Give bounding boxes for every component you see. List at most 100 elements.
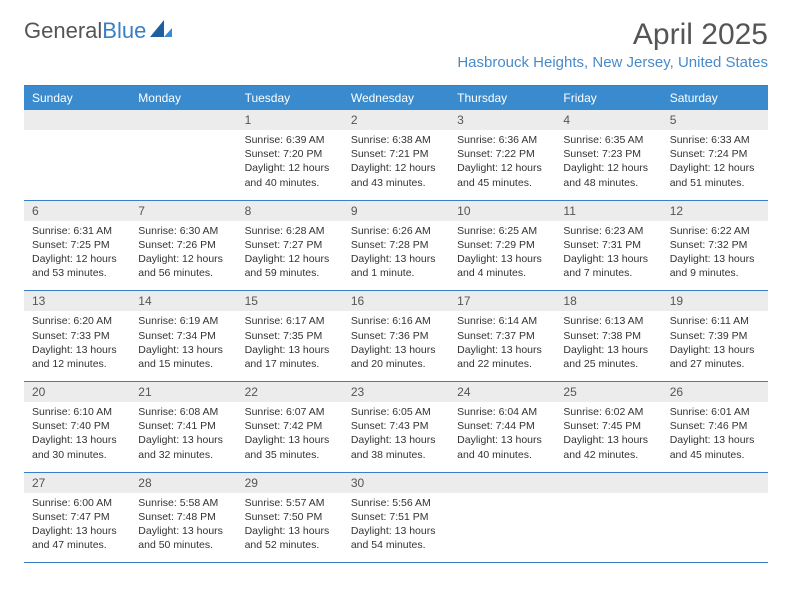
detail-line: Sunset: 7:39 PM: [670, 329, 760, 343]
detail-line: Sunset: 7:23 PM: [563, 147, 653, 161]
detail-line: Daylight: 13 hours: [457, 433, 547, 447]
details-row: Sunrise: 6:20 AMSunset: 7:33 PMDaylight:…: [24, 311, 768, 381]
detail-line: and 42 minutes.: [563, 448, 653, 462]
detail-line: Daylight: 12 hours: [245, 252, 335, 266]
detail-line: Sunset: 7:36 PM: [351, 329, 441, 343]
calendar-body: 12345Sunrise: 6:39 AMSunset: 7:20 PMDayl…: [24, 110, 768, 563]
detail-line: Daylight: 13 hours: [32, 524, 122, 538]
detail-line: Sunrise: 6:30 AM: [138, 224, 228, 238]
weekday-tuesday: Tuesday: [237, 86, 343, 110]
day-details: Sunrise: 6:04 AMSunset: 7:44 PMDaylight:…: [449, 402, 555, 472]
day-details: Sunrise: 6:25 AMSunset: 7:29 PMDaylight:…: [449, 221, 555, 291]
detail-line: Sunset: 7:41 PM: [138, 419, 228, 433]
detail-line: Sunset: 7:51 PM: [351, 510, 441, 524]
day-number: 15: [237, 291, 343, 311]
day-details: Sunrise: 6:30 AMSunset: 7:26 PMDaylight:…: [130, 221, 236, 291]
detail-line: and 40 minutes.: [245, 176, 335, 190]
day-number: 26: [662, 382, 768, 402]
detail-line: and 48 minutes.: [563, 176, 653, 190]
detail-line: and 12 minutes.: [32, 357, 122, 371]
detail-line: Sunrise: 6:19 AM: [138, 314, 228, 328]
detail-line: Sunrise: 6:35 AM: [563, 133, 653, 147]
detail-line: Daylight: 13 hours: [457, 252, 547, 266]
weekday-sunday: Sunday: [24, 86, 130, 110]
detail-line: Daylight: 13 hours: [351, 343, 441, 357]
detail-line: Daylight: 13 hours: [670, 252, 760, 266]
detail-line: Sunrise: 6:14 AM: [457, 314, 547, 328]
detail-line: Sunset: 7:31 PM: [563, 238, 653, 252]
week-row: 13141516171819Sunrise: 6:20 AMSunset: 7:…: [24, 291, 768, 382]
detail-line: Daylight: 13 hours: [245, 524, 335, 538]
detail-line: and 43 minutes.: [351, 176, 441, 190]
detail-line: Daylight: 12 hours: [245, 161, 335, 175]
detail-line: Sunrise: 6:01 AM: [670, 405, 760, 419]
detail-line: and 17 minutes.: [245, 357, 335, 371]
detail-line: and 32 minutes.: [138, 448, 228, 462]
detail-line: Sunrise: 6:36 AM: [457, 133, 547, 147]
day-details: Sunrise: 6:19 AMSunset: 7:34 PMDaylight:…: [130, 311, 236, 381]
detail-line: and 35 minutes.: [245, 448, 335, 462]
day-details: Sunrise: 6:05 AMSunset: 7:43 PMDaylight:…: [343, 402, 449, 472]
details-row: Sunrise: 6:39 AMSunset: 7:20 PMDaylight:…: [24, 130, 768, 200]
detail-line: Daylight: 13 hours: [351, 252, 441, 266]
detail-line: and 22 minutes.: [457, 357, 547, 371]
day-details: [662, 493, 768, 563]
detail-line: Sunrise: 5:58 AM: [138, 496, 228, 510]
detail-line: Sunset: 7:28 PM: [351, 238, 441, 252]
detail-line: Sunset: 7:21 PM: [351, 147, 441, 161]
day-number: 3: [449, 110, 555, 130]
day-details: Sunrise: 6:02 AMSunset: 7:45 PMDaylight:…: [555, 402, 661, 472]
logo-sail-icon: [150, 18, 172, 44]
detail-line: Daylight: 13 hours: [670, 433, 760, 447]
day-details: Sunrise: 6:31 AMSunset: 7:25 PMDaylight:…: [24, 221, 130, 291]
detail-line: Sunrise: 6:26 AM: [351, 224, 441, 238]
weekday-header: Sunday Monday Tuesday Wednesday Thursday…: [24, 86, 768, 110]
month-title: April 2025: [457, 18, 768, 52]
day-details: Sunrise: 6:33 AMSunset: 7:24 PMDaylight:…: [662, 130, 768, 200]
detail-line: and 51 minutes.: [670, 176, 760, 190]
day-number: 12: [662, 201, 768, 221]
day-number: 28: [130, 473, 236, 493]
day-details: [24, 130, 130, 200]
day-details: Sunrise: 6:07 AMSunset: 7:42 PMDaylight:…: [237, 402, 343, 472]
detail-line: Sunset: 7:33 PM: [32, 329, 122, 343]
detail-line: and 25 minutes.: [563, 357, 653, 371]
detail-line: and 56 minutes.: [138, 266, 228, 280]
detail-line: Sunrise: 6:25 AM: [457, 224, 547, 238]
detail-line: Sunrise: 6:31 AM: [32, 224, 122, 238]
week-row: 20212223242526Sunrise: 6:10 AMSunset: 7:…: [24, 382, 768, 473]
detail-line: Sunset: 7:24 PM: [670, 147, 760, 161]
day-number: 8: [237, 201, 343, 221]
detail-line: Daylight: 13 hours: [138, 433, 228, 447]
detail-line: and 9 minutes.: [670, 266, 760, 280]
day-details: Sunrise: 6:28 AMSunset: 7:27 PMDaylight:…: [237, 221, 343, 291]
detail-line: Daylight: 13 hours: [563, 433, 653, 447]
day-details: Sunrise: 6:13 AMSunset: 7:38 PMDaylight:…: [555, 311, 661, 381]
logo: GeneralBlue: [24, 18, 172, 44]
daynum-row: 6789101112: [24, 201, 768, 221]
day-number: [130, 110, 236, 130]
detail-line: Sunset: 7:38 PM: [563, 329, 653, 343]
day-number: 19: [662, 291, 768, 311]
detail-line: Daylight: 13 hours: [245, 343, 335, 357]
day-number: 2: [343, 110, 449, 130]
day-number: [662, 473, 768, 493]
detail-line: and 38 minutes.: [351, 448, 441, 462]
day-details: Sunrise: 6:36 AMSunset: 7:22 PMDaylight:…: [449, 130, 555, 200]
day-details: Sunrise: 5:56 AMSunset: 7:51 PMDaylight:…: [343, 493, 449, 563]
day-details: Sunrise: 6:01 AMSunset: 7:46 PMDaylight:…: [662, 402, 768, 472]
weekday-monday: Monday: [130, 86, 236, 110]
detail-line: and 47 minutes.: [32, 538, 122, 552]
day-number: [555, 473, 661, 493]
detail-line: Daylight: 13 hours: [563, 343, 653, 357]
day-details: Sunrise: 6:14 AMSunset: 7:37 PMDaylight:…: [449, 311, 555, 381]
day-number: 29: [237, 473, 343, 493]
detail-line: Sunrise: 6:02 AM: [563, 405, 653, 419]
weekday-saturday: Saturday: [662, 86, 768, 110]
detail-line: Sunrise: 6:39 AM: [245, 133, 335, 147]
day-number: 5: [662, 110, 768, 130]
detail-line: Sunset: 7:43 PM: [351, 419, 441, 433]
detail-line: Sunset: 7:50 PM: [245, 510, 335, 524]
day-number: 24: [449, 382, 555, 402]
detail-line: Sunrise: 6:28 AM: [245, 224, 335, 238]
